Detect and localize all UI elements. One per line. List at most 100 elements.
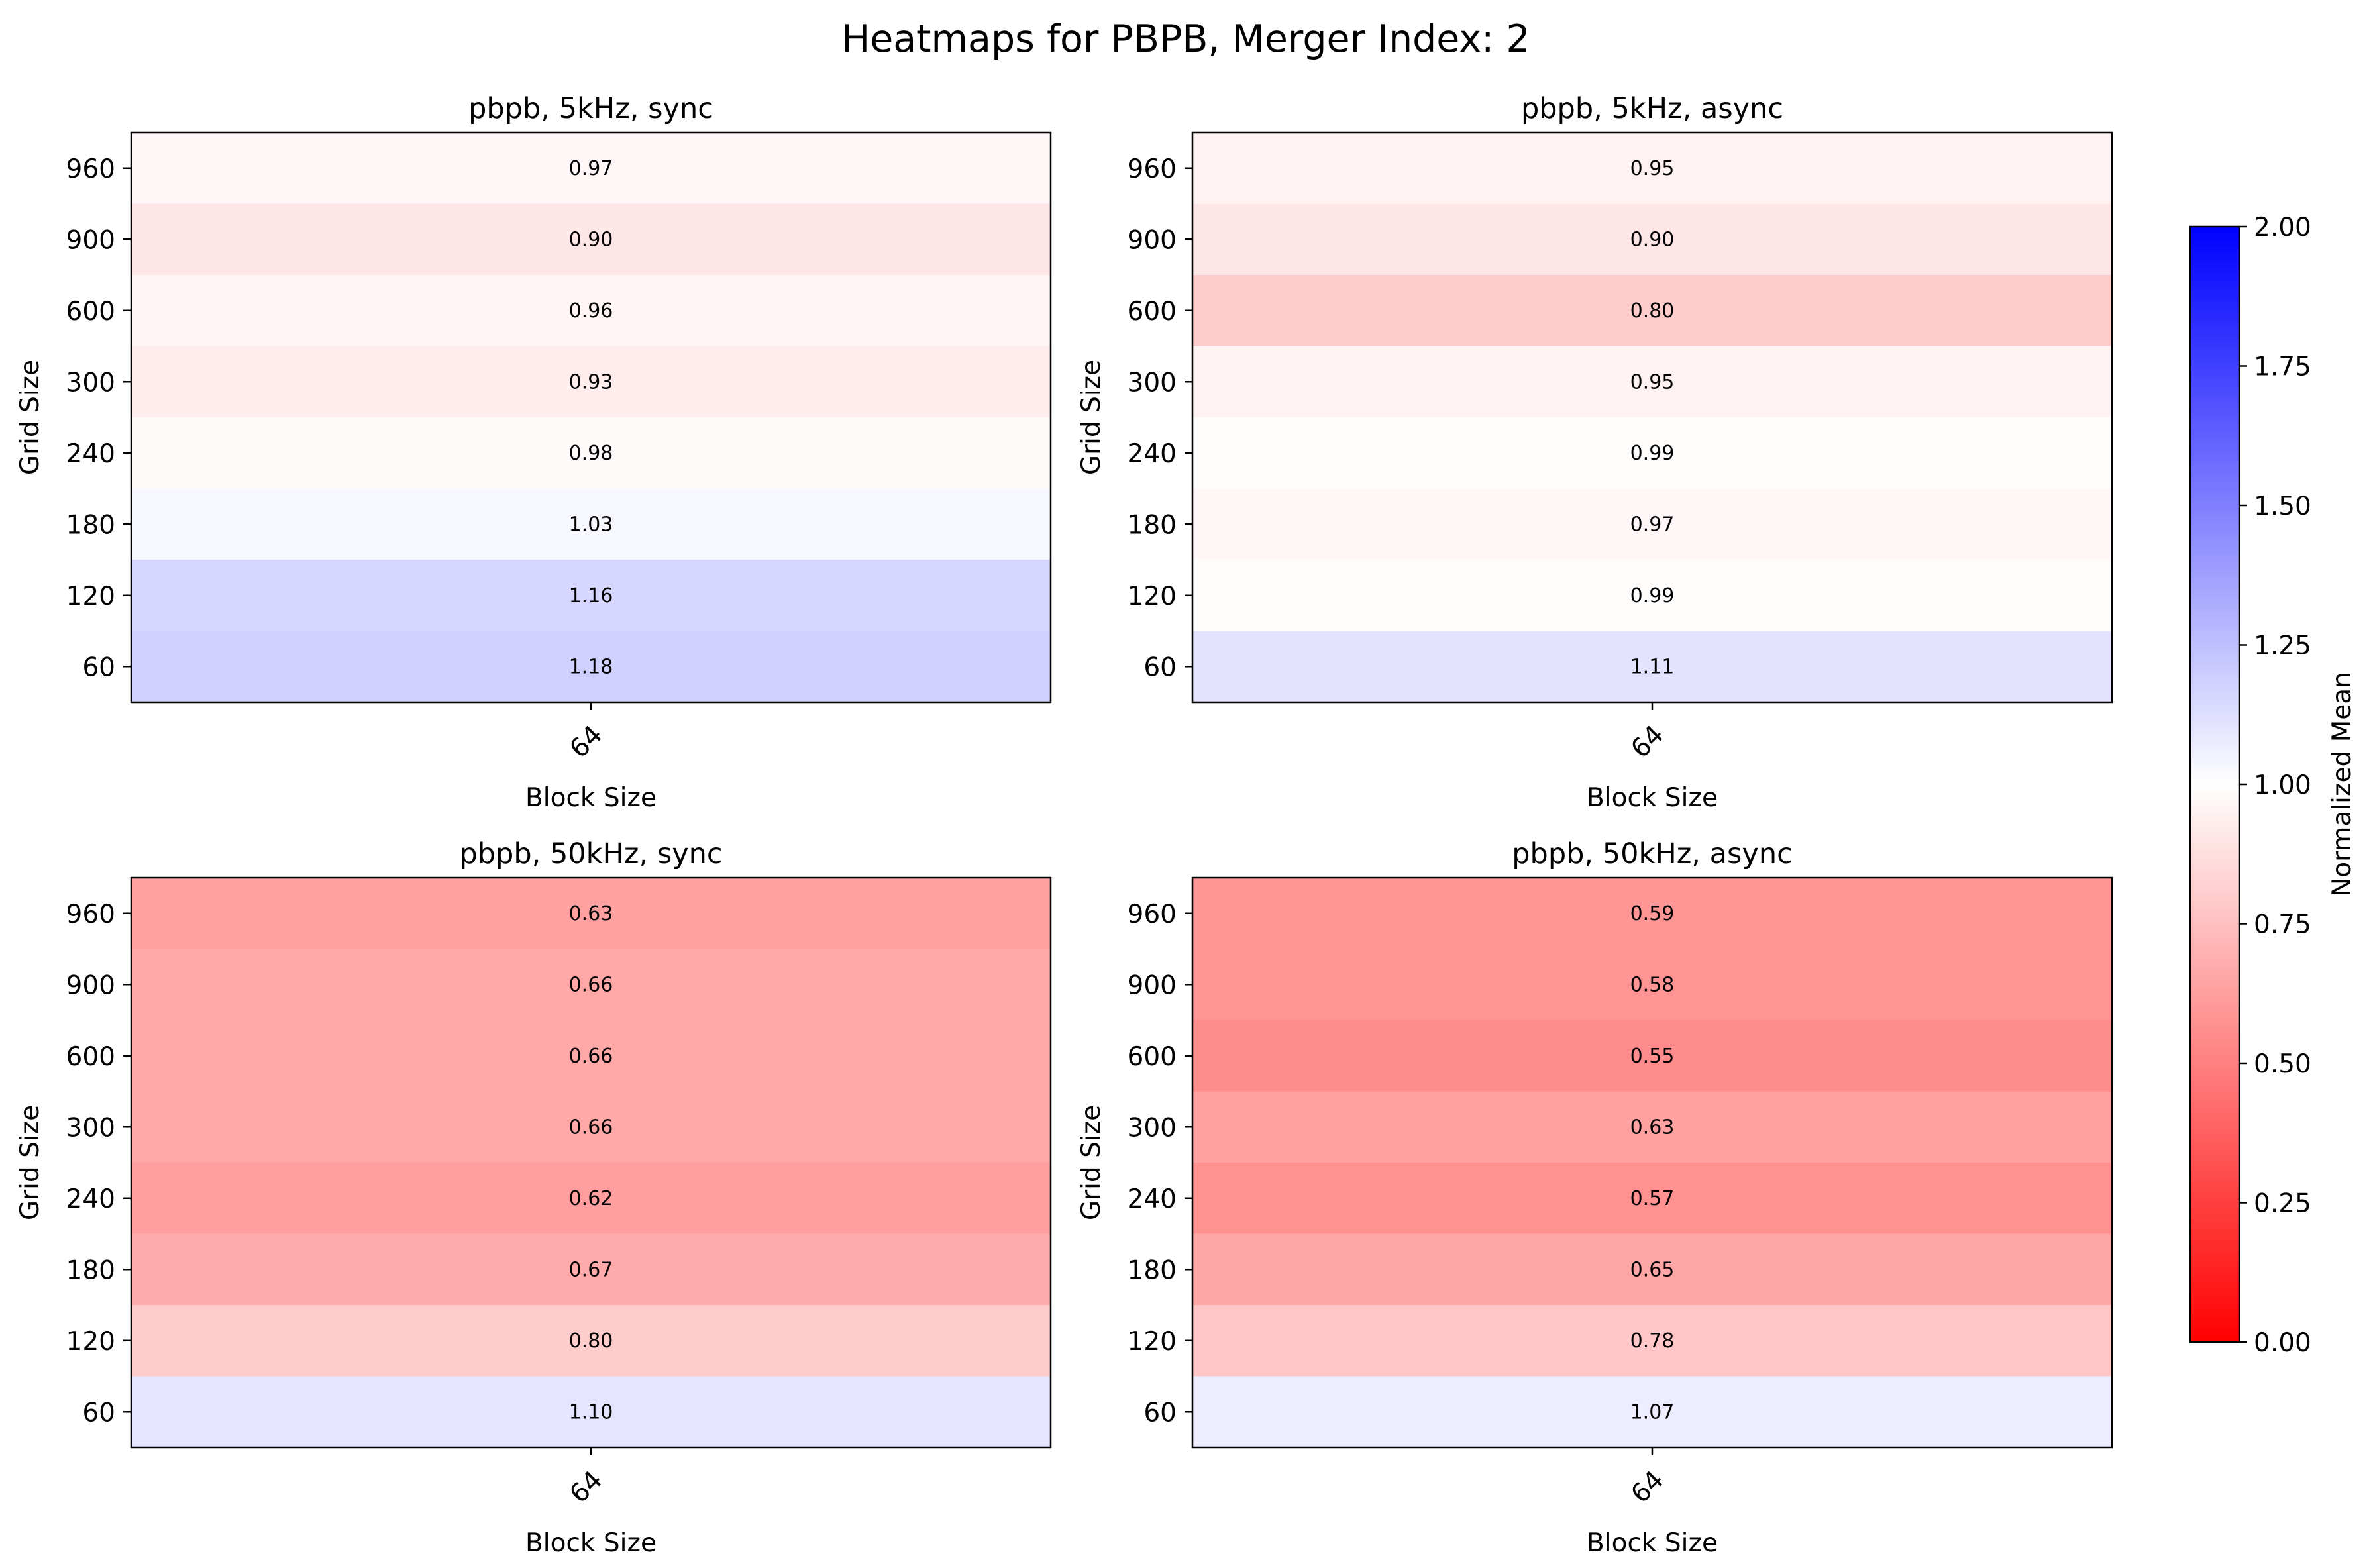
colorbar-tick-label: 0.75	[2254, 910, 2311, 940]
heatmap-panel: pbpb, 5kHz, async 0.95 0.90 0.80 0.95 0.99 0.9…	[1077, 92, 2113, 813]
cell-value-label: 0.99	[1630, 584, 1675, 607]
heatmap-cell	[1192, 488, 2112, 560]
heatmap-cell	[131, 488, 1051, 560]
x-tick-label: 64	[1625, 720, 1669, 764]
colorbar-tick-label: 0.50	[2254, 1049, 2311, 1079]
heatmap-cell	[1192, 1163, 2112, 1234]
cell-value-label: 0.63	[1630, 1116, 1675, 1139]
cell-value-label: 0.90	[569, 228, 613, 251]
heatmap-panel: pbpb, 50kHz, sync 0.63 0.66 0.66 0.66 0.62 0.6…	[15, 837, 1052, 1558]
colorbar-label: Normalized Mean	[2327, 672, 2357, 897]
cell-value-label: 0.63	[569, 902, 613, 925]
cell-value-label: 0.66	[569, 973, 613, 996]
colorbar-tick-label: 1.00	[2254, 770, 2311, 800]
y-tick-label: 300	[66, 368, 115, 397]
y-tick-label: 60	[82, 1398, 115, 1428]
heatmap-cell	[131, 878, 1051, 949]
y-tick-label: 300	[1128, 368, 1177, 397]
y-tick-label: 600	[66, 297, 115, 327]
heatmap-cell	[1192, 949, 2112, 1021]
y-axis-label: Grid Size	[1077, 1105, 1106, 1220]
colorbar: 0.00 0.25 0.50 0.75 1.00 1.25 1.50 1.75 2.00 Norm…	[2189, 213, 2357, 1358]
y-tick-label: 120	[66, 582, 115, 611]
cell-value-label: 0.66	[569, 1045, 613, 1068]
y-tick-label: 120	[66, 1327, 115, 1357]
y-tick-label: 240	[66, 1184, 115, 1214]
cell-value-label: 0.80	[1630, 299, 1675, 323]
x-tick-label: 64	[564, 1465, 608, 1510]
panel-title: pbpb, 50kHz, async	[1512, 837, 1792, 870]
cell-value-label: 0.97	[569, 157, 613, 180]
y-tick-label: 120	[1128, 1327, 1177, 1357]
heatmap-cell	[1192, 417, 2112, 489]
y-tick-label: 300	[1128, 1113, 1177, 1143]
heatmap-cell	[1192, 203, 2112, 276]
y-tick-label: 900	[1128, 225, 1177, 255]
heatmap-panel: pbpb, 50kHz, async 0.59 0.58 0.55 0.63 0.57 0.…	[1077, 837, 2113, 1558]
x-axis-label: Block Size	[1587, 1528, 1718, 1558]
cell-value-label: 0.97	[1630, 513, 1675, 536]
colorbar-gradient	[2189, 225, 2240, 1343]
heatmap-cell	[131, 203, 1051, 276]
heatmap-cell	[1192, 631, 2112, 703]
y-tick-label: 960	[1128, 154, 1177, 184]
y-tick-label: 960	[66, 154, 115, 184]
y-tick-label: 300	[66, 1113, 115, 1143]
cell-value-label: 0.78	[1630, 1330, 1675, 1353]
y-tick-label: 240	[1128, 439, 1177, 469]
y-tick-label: 900	[1128, 970, 1177, 1000]
colorbar-tick-label: 1.75	[2254, 352, 2311, 382]
cell-value-label: 0.57	[1630, 1187, 1675, 1210]
cell-value-label: 0.59	[1630, 902, 1675, 925]
heatmap-cell	[1192, 132, 2112, 204]
heatmap-panel: pbpb, 5kHz, sync 0.97 0.90 0.96 0.93 0.98 1.03…	[15, 92, 1052, 813]
y-tick-label: 240	[66, 439, 115, 469]
heatmap-cell	[131, 1020, 1051, 1092]
y-tick-label: 600	[1128, 1042, 1177, 1072]
y-tick-label: 960	[66, 900, 115, 929]
y-tick-label: 600	[66, 1042, 115, 1072]
cell-value-label: 0.96	[569, 299, 613, 323]
cell-value-label: 0.67	[569, 1258, 613, 1281]
heatmap-cell	[131, 949, 1051, 1021]
y-tick-label: 600	[1128, 297, 1177, 327]
heatmap-cell	[1192, 878, 2112, 949]
cell-value-label: 0.62	[569, 1187, 613, 1210]
cell-value-label: 0.98	[569, 442, 613, 465]
y-tick-label: 960	[1128, 900, 1177, 929]
cell-value-label: 0.80	[569, 1330, 613, 1353]
cell-value-label: 1.18	[569, 655, 613, 678]
x-tick-label: 64	[564, 720, 608, 764]
y-tick-label: 240	[1128, 1184, 1177, 1214]
figure-title: Heatmaps for PBPB, Merger Index: 2	[841, 17, 1530, 61]
y-tick-label: 900	[66, 970, 115, 1000]
heatmap-cell	[131, 132, 1051, 204]
panel-title: pbpb, 5kHz, async	[1521, 92, 1783, 125]
x-axis-label: Block Size	[525, 783, 657, 813]
x-axis-label: Block Size	[525, 1528, 657, 1558]
cell-value-label: 1.16	[569, 584, 613, 607]
cell-value-label: 1.10	[569, 1400, 613, 1424]
heatmap-cell	[131, 1376, 1051, 1448]
panel-title: pbpb, 50kHz, sync	[459, 837, 722, 870]
heatmap-cell	[1192, 1376, 2112, 1448]
cell-value-label: 0.90	[1630, 228, 1675, 251]
cell-value-label: 1.03	[569, 513, 613, 536]
heatmap-cell	[1192, 1020, 2112, 1092]
colorbar-tick-label: 0.25	[2254, 1189, 2311, 1219]
cell-value-label: 1.07	[1630, 1400, 1675, 1424]
y-axis-label: Grid Size	[15, 1105, 45, 1220]
x-tick-label: 64	[1625, 1465, 1669, 1510]
heatmap-cell	[1192, 346, 2112, 418]
heatmap-cell	[1192, 560, 2112, 631]
cell-value-label: 0.65	[1630, 1258, 1675, 1281]
x-axis-label: Block Size	[1587, 783, 1718, 813]
y-axis-label: Grid Size	[15, 360, 45, 475]
heatmap-cell	[131, 1091, 1051, 1163]
colorbar-tick-label: 1.25	[2254, 631, 2311, 661]
colorbar-tick-label: 1.50	[2254, 492, 2311, 521]
cell-value-label: 0.95	[1630, 157, 1675, 180]
heatmap-panels: pbpb, 5kHz, sync 0.97 0.90 0.96 0.93 0.98 1.03…	[15, 92, 2113, 1558]
heatmap-cell	[1192, 1305, 2112, 1377]
